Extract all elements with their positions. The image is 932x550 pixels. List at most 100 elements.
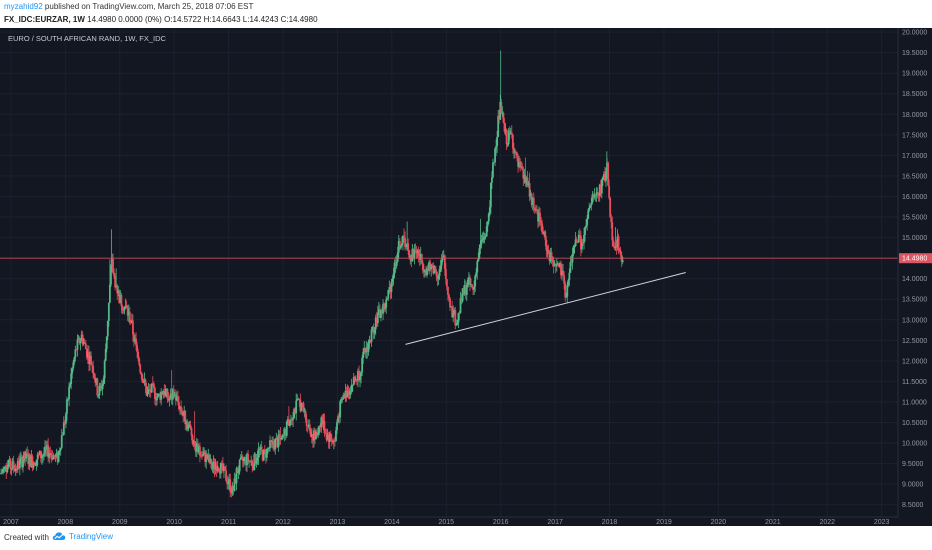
candle-body <box>207 454 210 460</box>
grid <box>0 28 898 517</box>
candle-body <box>594 194 597 196</box>
candle-body <box>399 245 402 249</box>
candle-body <box>589 205 592 208</box>
candle-body <box>595 192 598 196</box>
candle-body <box>238 459 241 472</box>
price-tick-label: 9.5000 <box>902 461 924 468</box>
candle-body <box>464 285 467 295</box>
candle-body <box>179 406 181 410</box>
candle-body <box>103 360 106 379</box>
candle-body <box>421 262 424 271</box>
candle-body <box>178 402 180 410</box>
candle-body <box>129 322 132 324</box>
candle-body <box>104 349 107 361</box>
candle-body <box>81 334 84 345</box>
candle-body <box>574 239 577 246</box>
candle-body <box>143 379 146 383</box>
candle-body <box>565 296 568 298</box>
author-link[interactable]: myzahid92 <box>4 2 43 11</box>
candle-body <box>121 306 124 310</box>
candle-body <box>409 256 412 258</box>
candle-body <box>108 284 111 303</box>
candle-body <box>344 391 347 399</box>
candle-body <box>372 326 375 334</box>
candle-body <box>391 278 394 282</box>
candle-body <box>21 456 23 468</box>
candle-body <box>77 338 80 340</box>
candle-body <box>543 231 546 234</box>
candle-body <box>172 389 175 397</box>
candle-body <box>316 432 319 436</box>
candle-body <box>415 251 418 254</box>
candle-body <box>287 419 290 426</box>
candle-body <box>519 161 522 167</box>
candle-body <box>572 246 575 255</box>
candle-body <box>217 467 220 472</box>
candle-body <box>4 466 7 468</box>
chart-panel[interactable]: 8.5000 9.0000 9.5000 10.0000 10.5000 11.0000 1… <box>0 28 932 526</box>
trendline[interactable] <box>405 272 686 345</box>
price-tick-label: 13.5000 <box>902 297 927 304</box>
candle-body <box>210 458 213 469</box>
last-price-label: 14.4980 <box>902 256 927 263</box>
candle-body <box>47 445 50 458</box>
candle-body <box>593 194 596 198</box>
candle-body <box>299 399 302 412</box>
candle-body <box>499 101 502 120</box>
candle-body <box>275 438 278 440</box>
candle-body <box>296 399 299 401</box>
candle-body <box>606 162 608 172</box>
candle-body <box>170 393 173 400</box>
price-tick-label: 11.0000 <box>902 399 927 406</box>
candle-body <box>575 239 578 242</box>
candle-body <box>425 270 427 276</box>
candle-body <box>215 465 218 472</box>
candle-body <box>307 424 310 427</box>
candle-body <box>167 398 170 401</box>
tradingview-brand-link[interactable]: TradingView <box>52 531 113 541</box>
candle-body <box>310 434 313 438</box>
time-tick-label: 2014 <box>384 519 400 526</box>
candle-body <box>44 446 46 454</box>
candle-body <box>393 262 396 274</box>
candle-body <box>451 306 454 318</box>
candle-body <box>302 403 305 412</box>
candle-body <box>522 170 525 179</box>
candle-body <box>484 236 487 238</box>
candle-body <box>136 345 139 352</box>
last-price-label-bg <box>899 253 932 264</box>
candle-body <box>50 453 53 456</box>
candle-body <box>12 461 15 469</box>
candle-body <box>186 421 189 430</box>
candle-body <box>234 478 237 484</box>
candle-body <box>410 256 413 262</box>
time-tick-label: 2018 <box>602 519 618 526</box>
candle-body <box>611 222 614 241</box>
candle-body <box>235 468 238 484</box>
candle-body <box>321 417 324 425</box>
price-tick-label: 12.0000 <box>902 358 927 365</box>
candle-body <box>49 452 52 454</box>
candle-body <box>16 461 19 470</box>
candlestick-chart[interactable]: 8.5000 9.0000 9.5000 10.0000 10.5000 11.0000 1… <box>0 28 932 526</box>
candle-body <box>78 338 81 344</box>
candle-body <box>554 264 557 267</box>
candle-body <box>327 434 330 442</box>
candle-body <box>144 379 147 387</box>
time-axis[interactable]: 2007 2008 2009 2010 2011 2012 2013 2014 2015 2016… <box>3 519 889 526</box>
candle-body <box>72 362 75 369</box>
candle-body <box>283 429 286 436</box>
candle-body <box>90 355 92 365</box>
time-tick-label: 2019 <box>656 519 672 526</box>
candle-body <box>469 277 471 286</box>
candle-body <box>145 386 148 396</box>
candle-body <box>433 266 436 274</box>
candle-body <box>387 290 390 299</box>
candle-body <box>100 385 103 390</box>
candle-body <box>416 250 419 254</box>
candle-body <box>545 239 548 251</box>
candle-body <box>36 454 39 460</box>
price-axis[interactable]: 8.5000 9.0000 9.5000 10.0000 10.5000 11.0000 1… <box>902 30 927 510</box>
candle-body <box>5 466 8 473</box>
